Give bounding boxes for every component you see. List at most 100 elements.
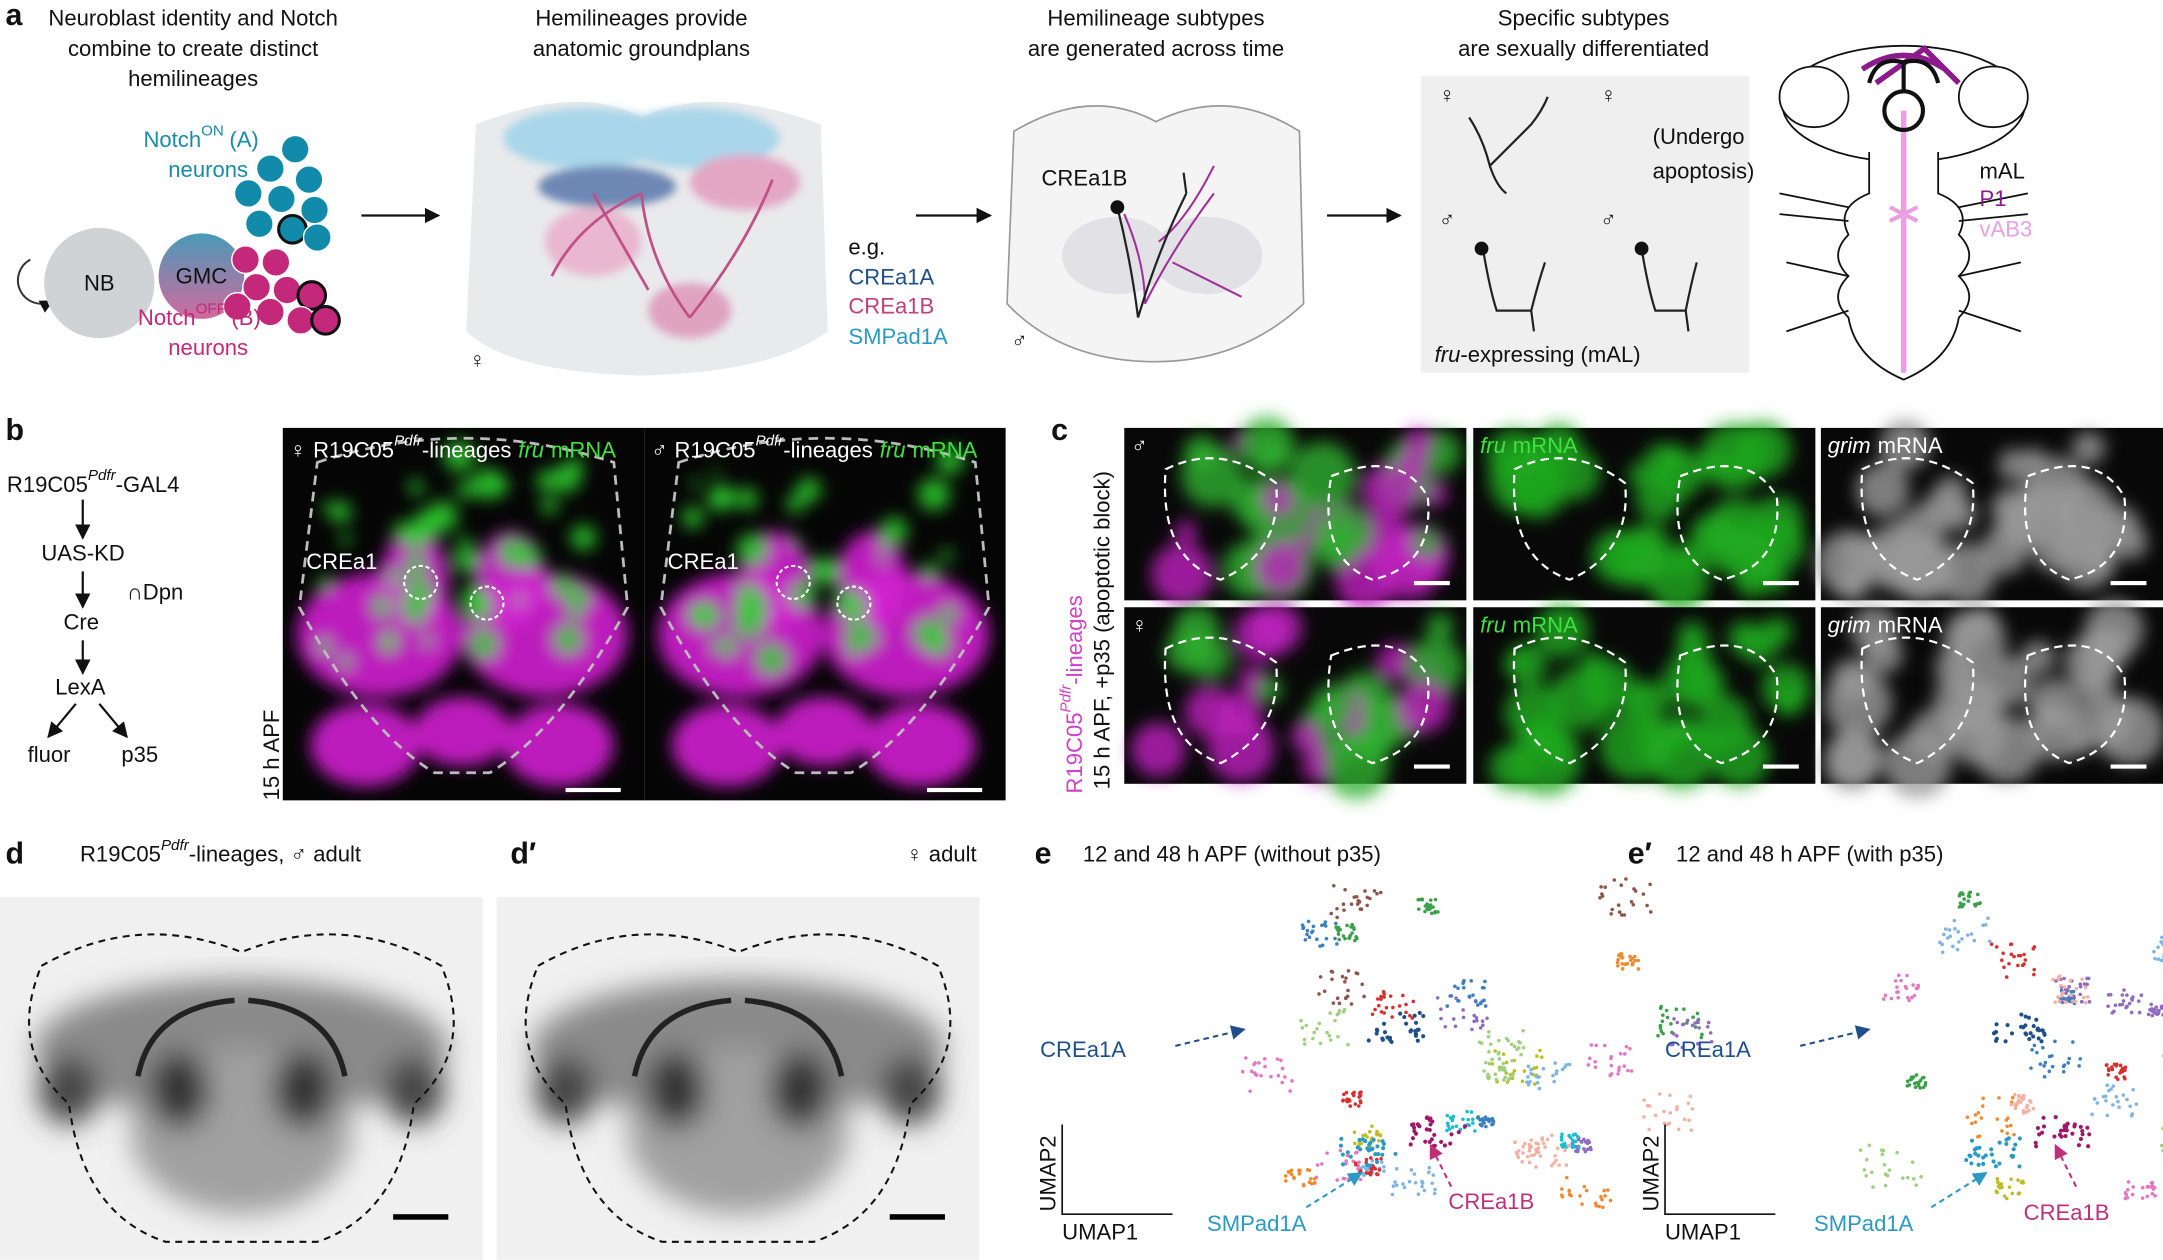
green-signal: [421, 634, 433, 647]
cell-point: [1957, 940, 1961, 944]
cell-point: [2013, 1092, 2017, 1097]
cell-point: [1569, 1193, 1573, 1198]
shape: [222, 292, 252, 321]
cell-point: [1398, 1011, 1403, 1016]
cell-point: [1675, 1105, 1679, 1109]
cell-point: [1528, 1079, 1532, 1084]
cell-point: [2112, 1009, 2116, 1014]
cell-point: [1522, 1141, 1527, 1146]
cell-point: [2071, 1040, 2075, 1044]
cell-point: [1981, 923, 1985, 928]
cell-point: [1346, 969, 1351, 973]
signal-blob: [1255, 542, 1306, 594]
cell-point: [1345, 1097, 1349, 1102]
cell-point: [1961, 902, 1966, 907]
cell-point: [2146, 1012, 2151, 1017]
cell-point: [1339, 1136, 1344, 1141]
cell-point: [1582, 1147, 1586, 1151]
shape: [231, 245, 261, 275]
cell-point: [2121, 1093, 2126, 1097]
signal-blob: [1897, 505, 1947, 556]
cell-point: [1584, 1188, 1589, 1193]
sex-symbol: ♀: [469, 348, 486, 373]
cell-point: [1867, 1143, 1872, 1148]
cell-point: [2060, 990, 2065, 995]
cell-point: [1447, 1127, 1452, 1131]
cell-point: [1428, 903, 1433, 907]
cns-diagram: [1778, 44, 2029, 381]
roi: [403, 564, 439, 600]
flow-step: fluor: [28, 742, 71, 767]
cell-point: [1347, 936, 1351, 940]
cell-point: [1344, 976, 1348, 980]
cell-point: [1420, 1184, 1424, 1189]
cell-point: [1402, 1185, 1407, 1190]
cell-point: [1578, 1194, 1582, 1198]
cell-point: [1559, 1138, 1564, 1142]
cell-point: [1956, 930, 1960, 934]
cell-point: [1302, 1042, 1307, 1046]
cell-point: [1312, 1030, 1317, 1035]
cell-point: [1616, 964, 1620, 968]
flow-step: UAS-KD: [41, 541, 124, 566]
cell-point: [2125, 1097, 2129, 1102]
cell-point: [1415, 1038, 1420, 1043]
cell-point: [1491, 1122, 1495, 1126]
shape: [544, 207, 642, 277]
signal-blob: [2084, 599, 2144, 660]
confocal-image: ♂: [1124, 416, 1467, 611]
legend-entry: vAB3: [1980, 216, 2033, 241]
cell-point: [1994, 1022, 1999, 1027]
cell-point: [2058, 1128, 2064, 1133]
cell-point: [2013, 1102, 2018, 1107]
lineage-label: R19C05Pdfr-lineages: [1057, 595, 1086, 793]
cell-point: [2043, 1060, 2048, 1065]
outline: [1512, 457, 1779, 581]
cell-point: [1353, 1102, 1358, 1106]
cell-point: [1642, 1115, 1646, 1119]
cell-point: [1322, 922, 1327, 927]
cell-point: [1310, 929, 1315, 934]
cell-point: [1482, 998, 1486, 1003]
shape: [280, 134, 310, 164]
cell-point: [1914, 1073, 1919, 1077]
cell-point: [1682, 1007, 1686, 1011]
cell-point: [1562, 1141, 1567, 1146]
cell-point: [1283, 1174, 1288, 1178]
cell-point: [1421, 1034, 1426, 1039]
caption: are generated across time: [1028, 36, 1284, 61]
cell-point: [2068, 978, 2073, 983]
cell-point: [1416, 897, 1421, 902]
cell-point: [1560, 1193, 1564, 1197]
shape: [296, 280, 328, 311]
cell-point: [1335, 942, 1339, 946]
cell-point: [2078, 1136, 2083, 1142]
cell-point: [2153, 956, 2157, 961]
cell-point: [1262, 1056, 1267, 1061]
cell-point: [2125, 1004, 2129, 1009]
cell-point: [1478, 1026, 1483, 1030]
sex-symbol: ♂: [1600, 207, 1617, 232]
shape: [266, 184, 296, 214]
panel-label: d: [6, 838, 25, 871]
cell-point: [2123, 1196, 2128, 1201]
signal-blob: [1824, 735, 1880, 791]
cell-point: [1423, 1139, 1428, 1144]
cell-point: [1345, 1150, 1350, 1155]
cell-point: [1380, 1152, 1385, 1157]
probe-name: mRNA: [551, 437, 616, 462]
cell-point: [1502, 1078, 1506, 1082]
shape: [242, 272, 272, 302]
cell-point: [1466, 1122, 1470, 1127]
green-signal: [741, 582, 761, 602]
cell-point: [1512, 1044, 1517, 1049]
cell-point: [2080, 1128, 2085, 1134]
cell-point: [1451, 1017, 1456, 1021]
signal-blob: [1426, 613, 1454, 641]
signal-blob: [1635, 474, 1682, 522]
text: R19C05: [313, 437, 394, 462]
green-signal: [567, 605, 583, 621]
signal-blob: [1997, 448, 2031, 482]
cell-point: [1472, 1019, 1476, 1024]
